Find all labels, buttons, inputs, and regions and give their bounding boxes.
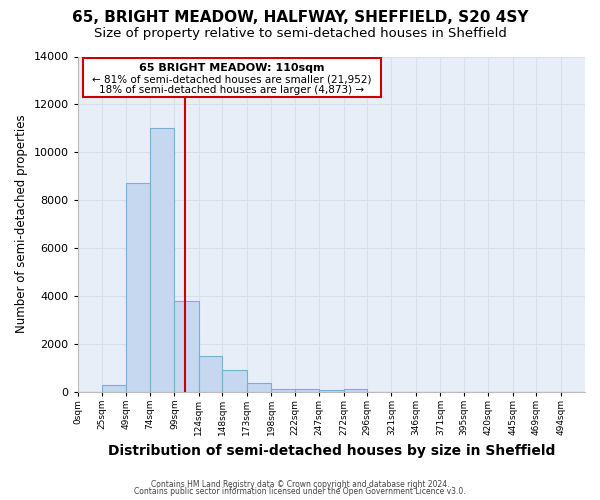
Text: 65, BRIGHT MEADOW, HALFWAY, SHEFFIELD, S20 4SY: 65, BRIGHT MEADOW, HALFWAY, SHEFFIELD, S… <box>72 10 528 25</box>
Bar <box>247 383 271 392</box>
Text: Contains HM Land Registry data © Crown copyright and database right 2024.: Contains HM Land Registry data © Crown c… <box>151 480 449 489</box>
Bar <box>199 356 223 392</box>
Text: Contains public sector information licensed under the Open Government Licence v3: Contains public sector information licen… <box>134 487 466 496</box>
Bar <box>223 370 247 392</box>
Text: 65 BRIGHT MEADOW: 110sqm: 65 BRIGHT MEADOW: 110sqm <box>139 62 325 72</box>
Y-axis label: Number of semi-detached properties: Number of semi-detached properties <box>15 115 28 334</box>
Bar <box>125 184 150 392</box>
Bar <box>102 384 125 392</box>
Bar <box>271 388 295 392</box>
Bar <box>344 388 367 392</box>
Bar <box>319 390 344 392</box>
X-axis label: Distribution of semi-detached houses by size in Sheffield: Distribution of semi-detached houses by … <box>107 444 555 458</box>
Bar <box>175 301 199 392</box>
Text: Size of property relative to semi-detached houses in Sheffield: Size of property relative to semi-detach… <box>94 28 506 40</box>
Text: 18% of semi-detached houses are larger (4,873) →: 18% of semi-detached houses are larger (… <box>99 85 364 95</box>
Bar <box>150 128 175 392</box>
FancyBboxPatch shape <box>83 58 381 97</box>
Bar <box>295 390 319 392</box>
Text: ← 81% of semi-detached houses are smaller (21,952): ← 81% of semi-detached houses are smalle… <box>92 74 371 85</box>
